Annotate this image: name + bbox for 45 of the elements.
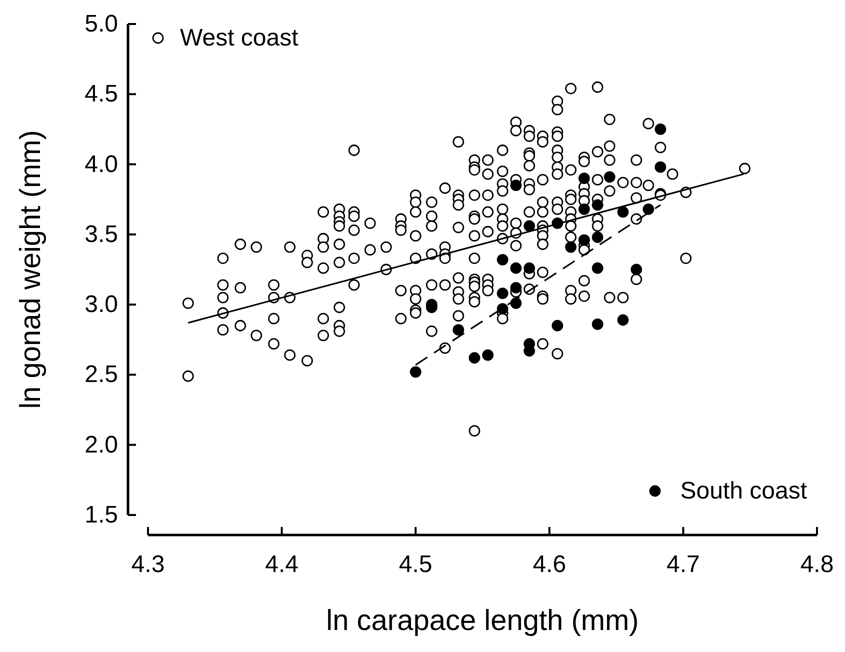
point xyxy=(552,320,564,332)
point xyxy=(510,180,522,192)
point xyxy=(617,206,629,218)
point xyxy=(510,262,522,274)
y-tick-label: 2.5 xyxy=(84,361,118,388)
legend-label: West coast xyxy=(180,24,299,52)
x-tick-label: 4.4 xyxy=(265,551,298,578)
point xyxy=(630,264,642,276)
point xyxy=(410,366,422,378)
point xyxy=(604,171,616,183)
x-tick-label: 4.6 xyxy=(532,551,566,578)
point xyxy=(496,254,508,266)
point xyxy=(496,288,508,300)
point xyxy=(654,124,666,135)
y-tick-label: 2.0 xyxy=(84,431,118,458)
y-tick-label: 4.5 xyxy=(84,80,118,108)
point xyxy=(592,318,604,330)
point xyxy=(617,314,629,326)
point xyxy=(592,199,604,211)
point xyxy=(524,220,536,232)
x-tick-label: 4.5 xyxy=(398,551,432,578)
y-tick-label: 4.0 xyxy=(84,150,118,178)
point xyxy=(642,203,654,215)
point xyxy=(468,352,480,364)
point xyxy=(482,349,494,361)
point xyxy=(524,262,536,274)
x-tick-label: 4.8 xyxy=(800,551,834,578)
y-tick-label: 3.0 xyxy=(84,291,118,318)
point xyxy=(452,324,464,336)
y-tick-label: 3.5 xyxy=(84,220,118,248)
legend-label: South coast xyxy=(680,478,808,504)
point xyxy=(578,203,590,215)
point xyxy=(496,303,508,314)
point xyxy=(510,282,522,294)
y-axis-title: ln gonad weight (mm) xyxy=(15,130,47,409)
x-tick-label: 4.7 xyxy=(666,551,700,578)
point xyxy=(592,262,604,274)
point xyxy=(592,232,604,243)
point xyxy=(565,241,577,253)
point xyxy=(654,161,666,173)
x-axis-title: ln carapace length (mm) xyxy=(326,605,639,637)
y-tick-label: 1.5 xyxy=(84,502,118,528)
point xyxy=(578,172,590,184)
y-tick-label: 5.0 xyxy=(84,10,118,38)
x-tick-label: 4.3 xyxy=(131,551,165,578)
